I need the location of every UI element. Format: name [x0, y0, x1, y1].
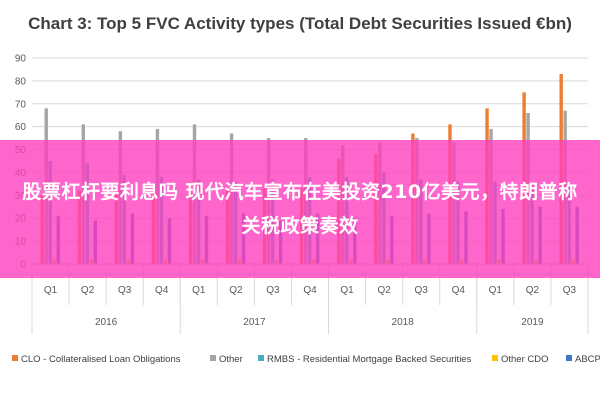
- legend-swatch: [12, 355, 18, 361]
- x-tick-label: Q4: [452, 285, 466, 296]
- legend-swatch: [210, 355, 216, 361]
- x-tick-label: Q2: [229, 285, 243, 296]
- legend-label: ABCP: [575, 354, 600, 365]
- x-tick-label: Q3: [563, 285, 577, 296]
- legend-label: Other CDO: [501, 354, 549, 365]
- x-tick-label: Q2: [81, 285, 95, 296]
- legend-label: Other: [219, 354, 243, 365]
- y-tick-label: 60: [15, 122, 27, 133]
- legend: CLO - Collateralised Loan Obligations Oth…: [12, 354, 600, 365]
- x-tick-label: Q3: [415, 285, 429, 296]
- x-tick-label: Q4: [155, 285, 169, 296]
- legend-swatch: [492, 355, 498, 361]
- legend-swatch: [566, 355, 572, 361]
- year-label: 2016: [95, 317, 118, 328]
- legend-swatch: [258, 355, 264, 361]
- legend-label: RMBS - Residential Mortgage Backed Secur…: [267, 354, 472, 365]
- promo-banner-text: 股票杠杆要利息吗 现代汽车宣布在美投资210亿美元，特朗普称关税政策奏效: [20, 175, 580, 243]
- x-tick-label: Q4: [303, 285, 317, 296]
- y-tick-label: 70: [15, 99, 27, 110]
- legend-label: CLO - Collateralised Loan Obligations: [21, 354, 181, 365]
- x-tick-label: Q3: [118, 285, 132, 296]
- y-tick-label: 80: [15, 76, 27, 87]
- x-tick-label: Q1: [489, 285, 503, 296]
- x-tick-label: Q1: [192, 285, 206, 296]
- x-tick-label: Q1: [340, 285, 354, 296]
- promo-banner[interactable]: 股票杠杆要利息吗 现代汽车宣布在美投资210亿美元，特朗普称关税政策奏效: [0, 140, 600, 278]
- year-label: 2019: [521, 317, 544, 328]
- year-label: 2018: [392, 317, 415, 328]
- x-tick-label: Q2: [526, 285, 540, 296]
- x-tick-label: Q3: [266, 285, 280, 296]
- x-tick-label: Q1: [44, 285, 58, 296]
- year-label: 2017: [243, 317, 266, 328]
- x-tick-label: Q2: [377, 285, 391, 296]
- y-tick-label: 90: [15, 54, 27, 65]
